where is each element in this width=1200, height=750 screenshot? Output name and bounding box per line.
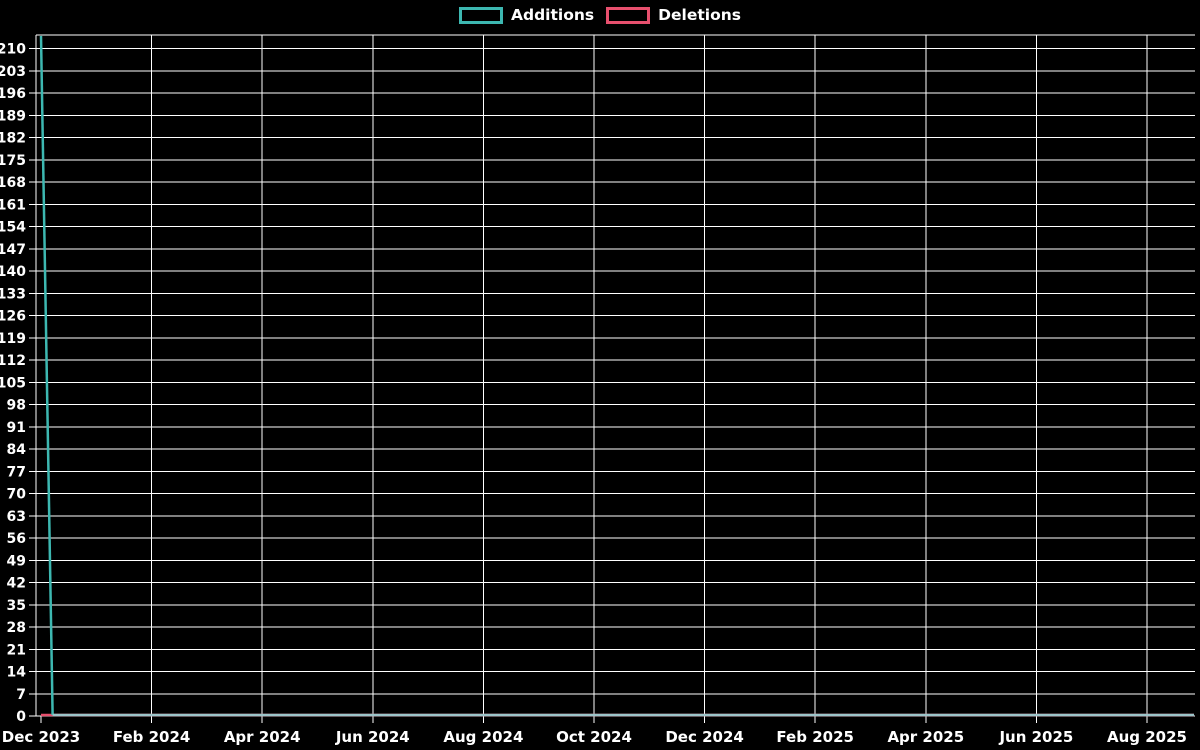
x-tick-label: Jun 2025: [998, 728, 1073, 746]
y-gridlines: [29, 48, 1195, 717]
legend-label-additions: Additions: [511, 5, 595, 24]
y-tick-label: 105: [0, 375, 26, 391]
y-tick-label: 196: [0, 86, 26, 102]
x-tick-label: Jun 2024: [335, 728, 410, 746]
y-tick-label: 147: [0, 242, 26, 258]
x-tick-label: Aug 2024: [443, 728, 523, 746]
x-tick-label: Dec 2024: [665, 728, 744, 746]
legend-item-additions: Additions: [459, 7, 594, 24]
y-tick-label: 70: [7, 487, 27, 503]
legend-label-deletions: Deletions: [658, 5, 741, 24]
x-tick-label: Apr 2025: [887, 728, 964, 746]
y-tick-label: 161: [0, 197, 26, 213]
y-tick-label: 63: [7, 509, 26, 525]
y-tick-label: 0: [16, 709, 26, 725]
y-tick-label: 119: [0, 331, 26, 347]
y-tick-label: 56: [7, 531, 26, 547]
y-tick-label: 112: [0, 353, 26, 369]
y-tick-label: 154: [0, 220, 26, 236]
x-tick-label: Aug 2025: [1107, 728, 1187, 746]
y-tick-label: 175: [0, 153, 26, 169]
additions-line-segment: [39, 35, 54, 716]
y-tick-label: 182: [0, 131, 26, 147]
y-tick-label: 133: [0, 286, 26, 302]
x-tick-label: Feb 2024: [113, 728, 191, 746]
x-tick-label: Feb 2025: [776, 728, 854, 746]
legend-item-deletions: Deletions: [606, 7, 741, 24]
x-tick-label: Dec 2023: [2, 728, 81, 746]
y-tick-label: 49: [7, 553, 26, 569]
y-tick-label: 28: [7, 620, 26, 636]
chart-legend: Additions Deletions: [0, 7, 1200, 24]
y-tick-label: 98: [7, 398, 26, 414]
y-tick-label: 126: [0, 309, 26, 325]
x-tick-label: Apr 2024: [224, 728, 301, 746]
y-tick-label: 91: [7, 420, 26, 436]
y-tick-label: 42: [7, 576, 26, 592]
y-tick-label: 203: [0, 64, 26, 80]
y-tick-label: 77: [7, 464, 26, 480]
y-tick-label: 21: [7, 642, 26, 658]
y-tick-label: 168: [0, 175, 26, 191]
y-tick-label: 14: [7, 665, 27, 681]
deletions-swatch: [606, 7, 651, 24]
x-tick-label: Oct 2024: [556, 728, 632, 746]
y-tick-label: 189: [0, 108, 26, 124]
y-tick-label: 140: [0, 264, 26, 280]
y-tick-label: 7: [16, 687, 26, 703]
y-tick-label: 84: [7, 442, 27, 458]
additions-swatch: [459, 7, 503, 24]
y-tick-label: 210: [0, 42, 26, 58]
x-gridlines: [40, 35, 1148, 723]
y-tick-label: 35: [7, 598, 26, 614]
